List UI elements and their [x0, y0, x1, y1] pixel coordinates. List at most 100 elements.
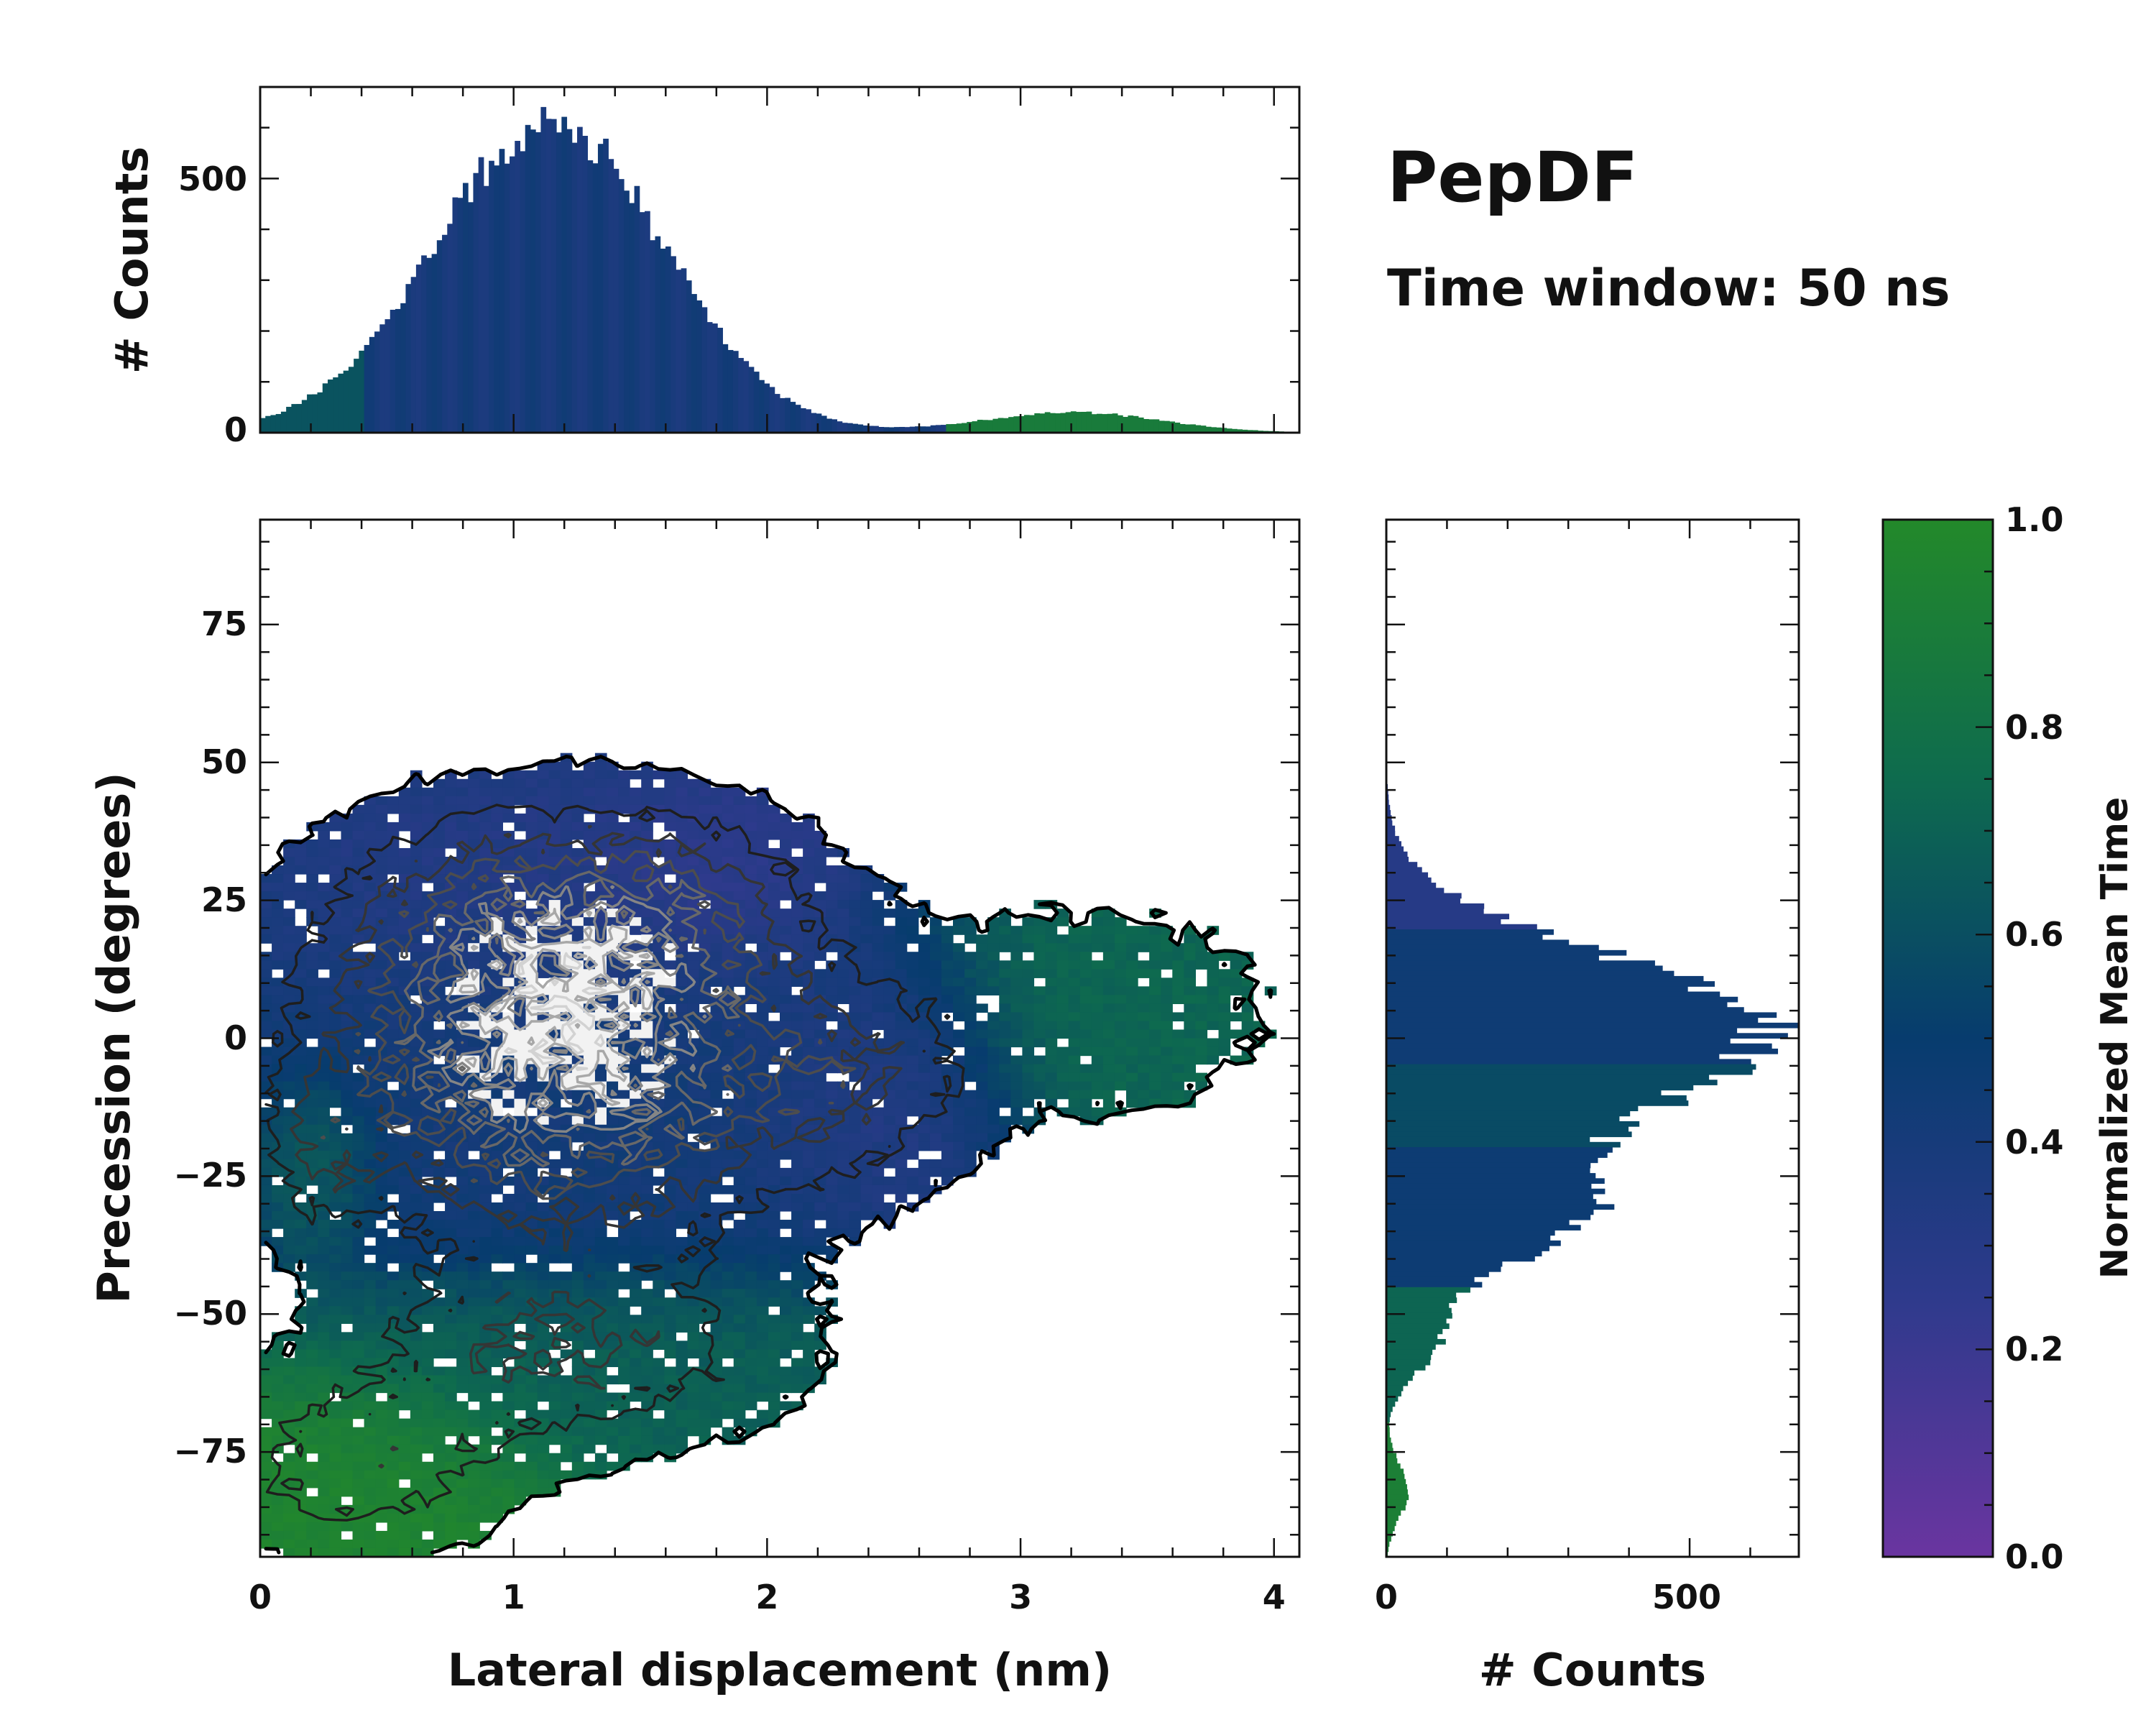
density-cell [722, 1427, 734, 1437]
density-cell [1172, 986, 1184, 995]
density-cell [1230, 1029, 1243, 1039]
density-cell [849, 926, 862, 935]
density-cell [387, 1254, 400, 1264]
density-cell [445, 839, 457, 849]
density-cell [699, 1427, 711, 1437]
density-cell [733, 1280, 746, 1289]
density-cell [895, 969, 908, 978]
density-cell [872, 943, 885, 952]
density-cell [548, 874, 561, 883]
density-cell [618, 1366, 630, 1376]
density-cell [525, 1453, 538, 1463]
density-cell [1138, 986, 1150, 995]
density-cell [699, 1418, 711, 1428]
density-cell [410, 1340, 423, 1351]
density-cell [445, 1029, 457, 1039]
density-cell [468, 952, 480, 961]
top-histogram-bar [1018, 415, 1025, 433]
density-cell [803, 1090, 815, 1100]
density-cell [826, 1184, 838, 1195]
density-cell [745, 1384, 757, 1394]
density-cell [999, 1021, 1011, 1031]
density-cell [433, 1306, 446, 1315]
density-cell [398, 796, 411, 806]
density-cell [756, 1366, 769, 1376]
density-cell [918, 1159, 931, 1169]
density-cell [364, 1029, 377, 1039]
density-cell [479, 1090, 492, 1100]
density-cell [1079, 934, 1092, 944]
density-cell [768, 804, 780, 814]
density-cell [1102, 934, 1115, 944]
density-cell [1184, 969, 1196, 978]
density-cell [468, 1496, 480, 1506]
density-cell [318, 1384, 330, 1394]
density-cell [421, 787, 434, 797]
density-cell [502, 900, 515, 909]
top-histogram-bar [260, 418, 266, 433]
density-cell [283, 1504, 295, 1514]
density-cell [329, 1237, 342, 1246]
density-cell [780, 978, 792, 987]
density-cell [1056, 1029, 1069, 1039]
density-cell [814, 1306, 826, 1315]
density-cell [1091, 1107, 1104, 1117]
density-cell [272, 1375, 284, 1385]
density-cell [468, 1409, 480, 1420]
density-cell [653, 926, 665, 935]
density-cell [456, 787, 469, 797]
density-cell [1056, 978, 1069, 987]
top-histogram-bar [888, 427, 895, 433]
density-cell [607, 943, 619, 952]
density-cell [722, 1237, 734, 1246]
density-cell [630, 1029, 642, 1039]
density-cell [410, 1401, 423, 1411]
top-histogram-bar [1133, 415, 1139, 433]
density-cell [1184, 1046, 1196, 1057]
density-cell [272, 1202, 284, 1212]
density-cell [456, 1358, 469, 1368]
density-cell [1218, 1029, 1231, 1039]
density-cell [814, 1081, 826, 1091]
top-histogram-bar [696, 300, 703, 433]
density-cell [1172, 969, 1184, 978]
density-cell [491, 1271, 503, 1281]
density-cell [329, 847, 342, 857]
density-cell [653, 1297, 665, 1307]
density-cell [791, 1081, 803, 1091]
density-cell [607, 908, 619, 918]
density-cell [318, 1116, 330, 1126]
top-histogram-bar [556, 132, 562, 433]
density-cell [352, 1340, 365, 1351]
density-cell [456, 830, 469, 840]
density-cell [895, 960, 908, 970]
density-cell [1161, 986, 1173, 995]
density-cell [283, 1116, 295, 1126]
density-cell [1045, 1029, 1058, 1039]
density-cell [352, 1496, 365, 1506]
density-cell [375, 822, 388, 832]
density-cell [906, 1072, 919, 1082]
density-cell [272, 1366, 284, 1376]
density-cell [607, 1263, 619, 1272]
density-cell [295, 978, 307, 987]
density-cell [468, 1280, 480, 1289]
density-cell [803, 1306, 815, 1315]
density-cell [318, 995, 330, 1005]
density-cell [883, 1021, 896, 1031]
density-cell [860, 1124, 873, 1134]
density-cell [479, 1513, 492, 1523]
density-cell [571, 1289, 584, 1298]
density-cell [560, 1202, 573, 1212]
density-cell [664, 1340, 676, 1351]
density-cell [525, 1202, 538, 1212]
density-cell [780, 1098, 792, 1108]
density-cell [387, 1297, 400, 1307]
density-cell [1033, 969, 1046, 978]
density-cell [733, 1349, 746, 1359]
density-cell [664, 1263, 676, 1272]
top-histogram-bar [436, 240, 443, 433]
density-cell [607, 1211, 619, 1220]
top-histogram-bar [338, 373, 344, 433]
density-cell [560, 796, 573, 806]
